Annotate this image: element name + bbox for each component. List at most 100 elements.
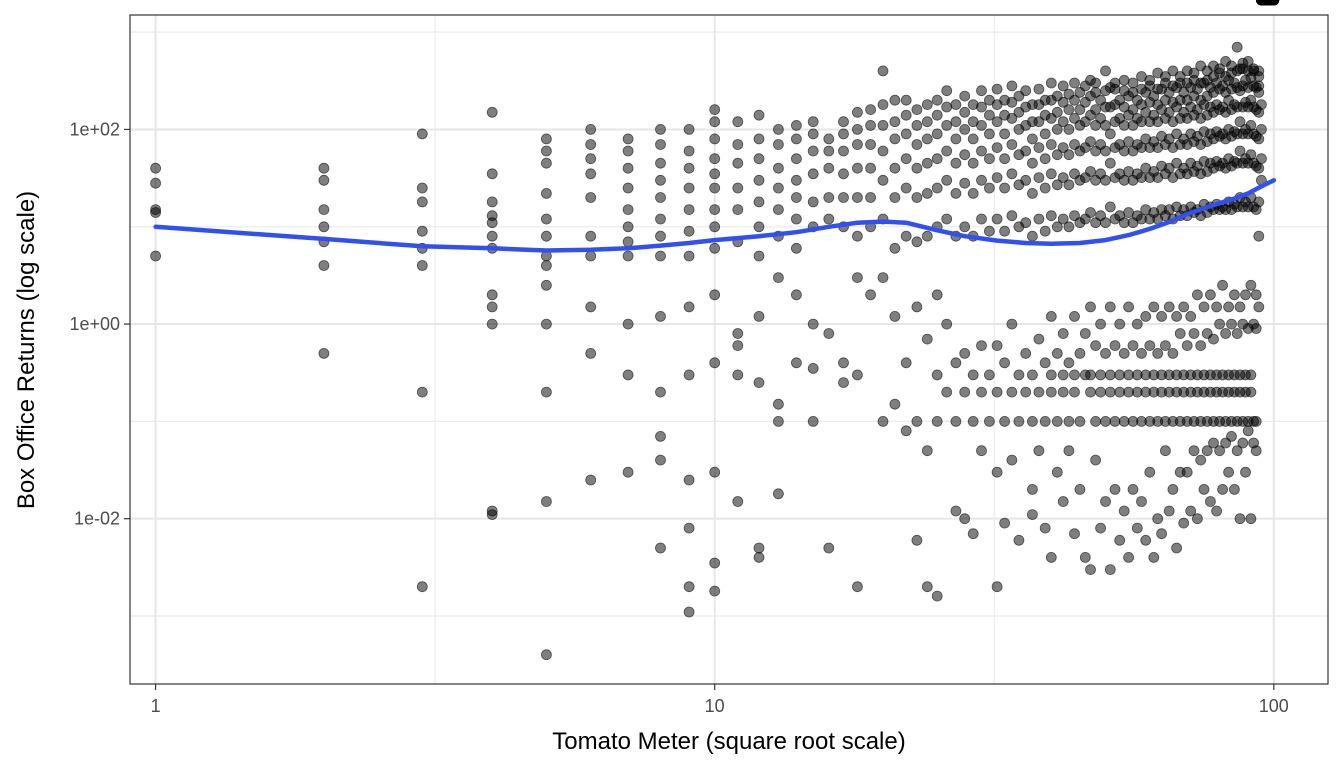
smooth-trend-line — [153, 178, 1277, 253]
data-point — [753, 196, 765, 208]
data-point — [622, 204, 634, 216]
data-point — [877, 174, 889, 186]
data-point — [1085, 136, 1096, 148]
data-point — [709, 466, 721, 478]
data-point — [1100, 217, 1111, 229]
data-point — [773, 415, 784, 427]
data-point — [683, 522, 695, 534]
data-point — [318, 174, 330, 186]
data-point — [486, 217, 498, 229]
data-point — [655, 250, 666, 262]
data-point — [1192, 289, 1203, 301]
data-point — [1069, 369, 1080, 381]
data-point — [877, 272, 889, 284]
data-point — [1085, 207, 1096, 218]
data-point — [1069, 77, 1080, 89]
data-point — [655, 230, 666, 242]
data-point — [1148, 552, 1160, 563]
data-point — [1063, 123, 1075, 135]
data-point — [709, 242, 721, 254]
data-point — [753, 153, 765, 165]
data-point — [941, 318, 953, 330]
data-point — [1057, 80, 1069, 92]
data-point — [959, 386, 971, 398]
data-point — [931, 369, 943, 381]
data-point — [1223, 301, 1234, 313]
data-point — [486, 301, 498, 313]
data-point — [889, 242, 901, 254]
data-point — [838, 168, 849, 180]
data-point — [959, 149, 971, 161]
data-point — [838, 192, 849, 203]
data-point — [1114, 369, 1126, 381]
data-point — [541, 133, 552, 145]
data-point — [541, 145, 552, 157]
data-point — [1100, 415, 1111, 427]
data-point — [1006, 168, 1018, 180]
data-point — [1253, 133, 1265, 145]
data-point — [1051, 415, 1063, 427]
data-point — [1074, 347, 1086, 359]
data-point — [773, 182, 784, 194]
data-point — [1085, 386, 1096, 398]
data-point — [318, 204, 330, 216]
data-point — [941, 101, 953, 113]
data-point — [823, 542, 835, 554]
data-point — [1220, 328, 1231, 339]
data-point — [1104, 386, 1116, 398]
data-point — [838, 116, 849, 128]
data-point — [622, 466, 634, 478]
data-point — [900, 182, 912, 194]
data-point — [416, 182, 428, 194]
data-point — [959, 90, 971, 102]
data-point — [732, 328, 744, 339]
x-tick-label: 100 — [1259, 696, 1289, 716]
data-point — [1208, 437, 1219, 449]
data-point — [999, 357, 1010, 369]
data-point — [753, 109, 765, 121]
data-point — [1181, 340, 1193, 352]
data-point — [1205, 496, 1216, 507]
data-point — [1027, 157, 1038, 169]
data-point — [865, 162, 876, 174]
data-point — [486, 106, 498, 118]
data-point — [1063, 149, 1075, 161]
data-point — [1051, 149, 1063, 161]
data-point — [931, 94, 943, 106]
data-point — [1057, 96, 1069, 108]
data-point — [921, 157, 933, 169]
data-point — [1013, 369, 1025, 381]
data-point — [622, 369, 634, 381]
data-point — [1057, 172, 1069, 184]
data-point — [1063, 221, 1075, 233]
data-point — [807, 415, 819, 427]
data-point — [1100, 496, 1111, 507]
data-point — [1090, 340, 1101, 352]
data-point — [1127, 340, 1139, 352]
data-point — [967, 369, 979, 381]
data-point — [1051, 179, 1063, 191]
data-point — [931, 128, 943, 140]
data-point — [823, 192, 835, 203]
data-point — [541, 213, 552, 225]
data-point — [921, 445, 933, 457]
data-point — [791, 153, 802, 165]
data-point — [1245, 513, 1257, 525]
data-point — [852, 139, 863, 150]
data-point — [921, 116, 933, 128]
data-point — [150, 207, 162, 218]
data-point — [1160, 340, 1171, 352]
data-point — [984, 109, 995, 121]
data-point — [753, 133, 765, 145]
data-point — [791, 242, 802, 254]
data-point — [1163, 505, 1175, 517]
data-point — [1104, 128, 1116, 140]
data-point — [807, 145, 819, 157]
data-point — [921, 581, 933, 593]
data-point — [807, 128, 819, 140]
data-point — [991, 466, 1003, 478]
data-point — [976, 213, 987, 225]
data-point — [622, 250, 634, 262]
data-point — [1188, 67, 1200, 79]
